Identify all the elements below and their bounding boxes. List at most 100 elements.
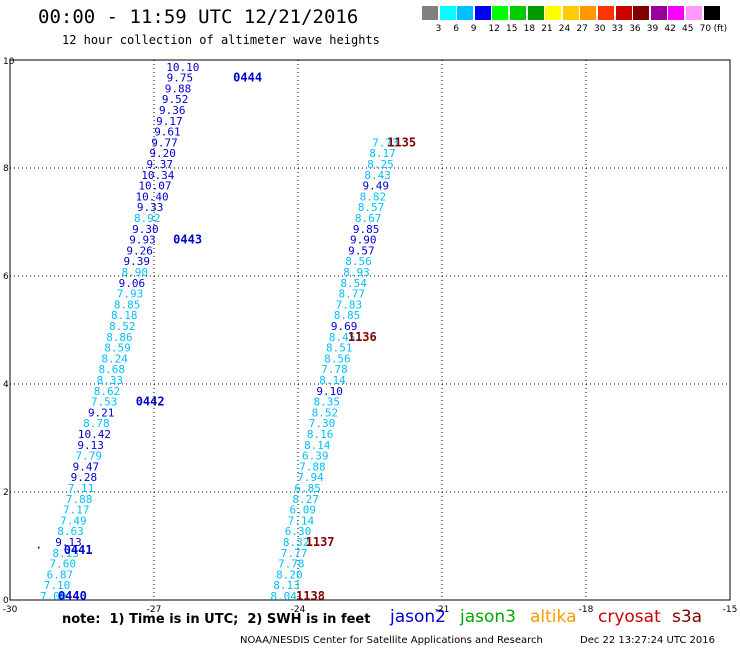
colorbar-swatch	[457, 6, 474, 20]
data-point-label: 8.85	[334, 309, 361, 322]
data-point-label: 8.27	[292, 493, 319, 506]
data-point-label: 8.68	[99, 363, 126, 376]
data-point-label: 7.93	[117, 288, 144, 301]
colorbar-swatch	[703, 6, 720, 20]
chart-subtitle: 12 hour collection of altimeter wave hei…	[62, 33, 380, 47]
data-point-label: 8.14	[319, 374, 346, 387]
data-point-label: 6.85	[294, 482, 321, 495]
colorbar-swatch	[422, 6, 438, 20]
data-point-label: 7.17	[63, 504, 90, 517]
data-point-label: 9.52	[162, 93, 189, 106]
data-point-label: 7.00	[40, 590, 67, 603]
colorbar-label: 9	[470, 24, 477, 34]
data-point-label: 9.90	[350, 234, 377, 247]
data-point-label: 7.88	[66, 493, 93, 506]
colorbar-swatch	[650, 6, 667, 20]
data-point-label: 8.17	[369, 147, 396, 160]
data-point-label: 10.42	[78, 428, 111, 441]
footer-credit: NOAA/NESDIS Center for Satellite Applica…	[240, 635, 543, 646]
data-point-label: 8.25	[367, 158, 394, 171]
x-tick-label: -30	[3, 605, 18, 615]
legend-item-cryosat: cryosat	[598, 607, 661, 627]
colorbar-swatch	[686, 6, 702, 20]
data-point-label: 8.86	[106, 331, 133, 344]
data-point-label: 9.26	[126, 244, 153, 257]
data-point-label: 8.16	[307, 428, 334, 441]
data-point-label: 9.10	[316, 385, 343, 398]
y-tick-label: 8	[3, 164, 9, 174]
colorbar-label: 36	[629, 24, 641, 34]
colorbar-unit: (ft)	[713, 24, 728, 34]
pass-time-label: 1136	[348, 330, 377, 344]
colorbar-label: 18	[523, 24, 536, 34]
colorbar-swatch	[598, 6, 614, 20]
data-point-label: 8.18	[111, 309, 138, 322]
data-point-label: 8.90	[122, 266, 149, 279]
data-point-label: 8.20	[276, 568, 303, 581]
x-tick-label: -24	[291, 605, 306, 615]
colorbar-label: 12	[488, 24, 500, 34]
data-point-label: 8.56	[345, 255, 372, 268]
colorbar-swatch	[527, 6, 544, 20]
colorbar-label: 42	[664, 24, 676, 34]
data-point-label: 9.77	[151, 136, 178, 149]
data-point-label: 7.83	[336, 298, 363, 311]
data-point-label: 8.92	[134, 212, 161, 225]
data-point-label: 8.57	[358, 201, 385, 214]
data-point-label: 8.54	[340, 277, 367, 290]
data-point-label: 9.30	[132, 223, 159, 236]
data-point-label: 9.93	[129, 234, 156, 247]
chart-title: 00:00 - 11:59 UTC 12/21/2016	[38, 6, 359, 28]
colorbar-label: 6	[453, 24, 459, 34]
y-tick-label: 0	[3, 596, 9, 606]
y-tick-label: 4	[3, 380, 9, 390]
colorbar-label: 70	[699, 24, 712, 34]
data-point-label: 7.11	[68, 482, 95, 495]
colorbar-label: 27	[576, 24, 588, 34]
data-point-label: 9.36	[159, 104, 186, 117]
data-point-label: 10.07	[138, 180, 171, 193]
data-point-label: 7.73	[372, 136, 399, 149]
data-point-label: 9.37	[147, 158, 174, 171]
data-point-label: 8.62	[94, 385, 121, 398]
data-point-label: 8.33	[97, 374, 124, 387]
data-point-label: 9.75	[167, 72, 194, 85]
colorbar-label: 33	[611, 24, 624, 34]
data-point-label: 9.39	[123, 255, 150, 268]
data-point-label: 8.04	[270, 590, 297, 603]
note-text: note: 1) Time is in UTC; 2) SWH is in fe…	[62, 612, 371, 627]
colorbar-label: 21	[541, 24, 553, 34]
pass-time-label: 1138	[296, 589, 325, 603]
pass-time-label: 0443	[173, 233, 202, 247]
colorbar-label: 30	[594, 24, 606, 34]
data-point-label: 8.59	[104, 342, 131, 355]
colorbar-swatch	[562, 6, 579, 20]
data-point-label: 9.28	[71, 471, 98, 484]
pass-time-label: 0441	[64, 543, 93, 557]
data-point-label: 7.14	[288, 514, 315, 527]
data-point-label: 7.78	[321, 363, 348, 376]
data-point-label: 7.10	[44, 579, 71, 592]
x-tick-label: -21	[435, 605, 450, 615]
colorbar-swatch	[668, 6, 685, 20]
data-point-label: 10.40	[136, 190, 169, 203]
y-tick-label: 2	[3, 488, 9, 498]
data-point-label: 8.56	[324, 352, 351, 365]
data-point-label: 9.20	[149, 147, 176, 160]
colorbar-swatch	[510, 6, 526, 20]
colorbar-swatch	[615, 6, 632, 20]
data-point-label: 6.39	[302, 450, 329, 463]
data-point-label: 8.35	[314, 396, 341, 409]
colorbar-swatch	[492, 6, 509, 20]
data-point-label: 9.17	[156, 115, 183, 128]
data-point-label: 8.67	[355, 212, 382, 225]
data-point-label: 8.32	[283, 536, 310, 549]
data-point-label: 8.63	[57, 525, 84, 538]
pass-time-label: 0444	[233, 71, 262, 85]
data-point-label: 8.77	[339, 288, 366, 301]
data-point-label: 8.52	[312, 406, 339, 419]
colorbar-label: 3	[435, 24, 442, 34]
data-point-label: 9.49	[363, 180, 390, 193]
x-tick-label: -27	[147, 605, 162, 615]
colorbar-swatch	[474, 6, 491, 20]
